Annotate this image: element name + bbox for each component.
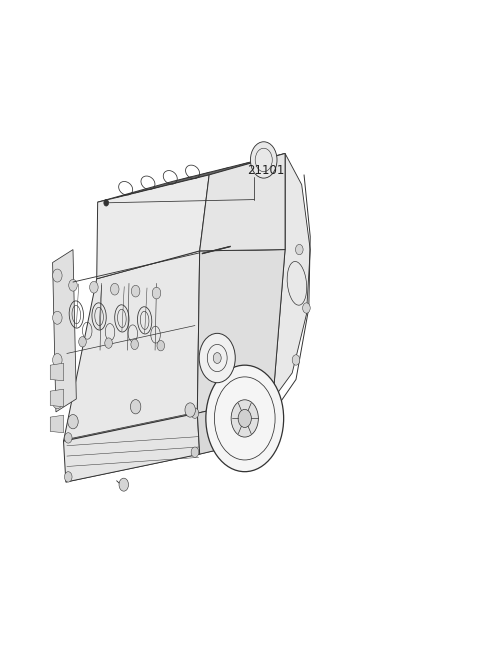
Circle shape bbox=[191, 447, 199, 457]
Polygon shape bbox=[50, 364, 63, 381]
Circle shape bbox=[110, 284, 119, 295]
Circle shape bbox=[90, 282, 98, 293]
Polygon shape bbox=[50, 389, 63, 407]
Polygon shape bbox=[50, 415, 63, 433]
Polygon shape bbox=[97, 153, 285, 202]
Polygon shape bbox=[66, 437, 274, 482]
Circle shape bbox=[53, 311, 62, 324]
Polygon shape bbox=[200, 153, 285, 251]
Circle shape bbox=[53, 354, 62, 366]
Circle shape bbox=[302, 303, 310, 313]
Polygon shape bbox=[197, 396, 274, 454]
Polygon shape bbox=[197, 250, 285, 413]
Polygon shape bbox=[63, 413, 200, 482]
Circle shape bbox=[199, 333, 235, 383]
Circle shape bbox=[69, 280, 77, 291]
Circle shape bbox=[296, 244, 303, 255]
Circle shape bbox=[191, 408, 199, 419]
Circle shape bbox=[292, 355, 300, 365]
Polygon shape bbox=[63, 251, 200, 441]
Circle shape bbox=[119, 478, 129, 491]
Circle shape bbox=[64, 433, 72, 443]
Circle shape bbox=[231, 400, 258, 437]
Circle shape bbox=[131, 339, 138, 350]
Text: 21101: 21101 bbox=[247, 164, 285, 177]
Circle shape bbox=[131, 400, 141, 414]
Circle shape bbox=[157, 341, 165, 351]
Circle shape bbox=[53, 269, 62, 282]
Polygon shape bbox=[96, 175, 209, 279]
Circle shape bbox=[185, 403, 195, 417]
Polygon shape bbox=[53, 250, 76, 412]
Circle shape bbox=[132, 286, 140, 297]
Circle shape bbox=[213, 352, 221, 364]
Circle shape bbox=[251, 141, 277, 178]
Circle shape bbox=[79, 337, 86, 347]
Circle shape bbox=[152, 288, 161, 299]
Circle shape bbox=[64, 472, 72, 482]
Circle shape bbox=[68, 415, 78, 429]
Circle shape bbox=[238, 409, 252, 428]
Polygon shape bbox=[200, 153, 285, 251]
Circle shape bbox=[53, 396, 62, 409]
Polygon shape bbox=[273, 153, 310, 396]
Circle shape bbox=[104, 200, 108, 206]
Circle shape bbox=[105, 338, 112, 348]
Circle shape bbox=[206, 365, 284, 472]
